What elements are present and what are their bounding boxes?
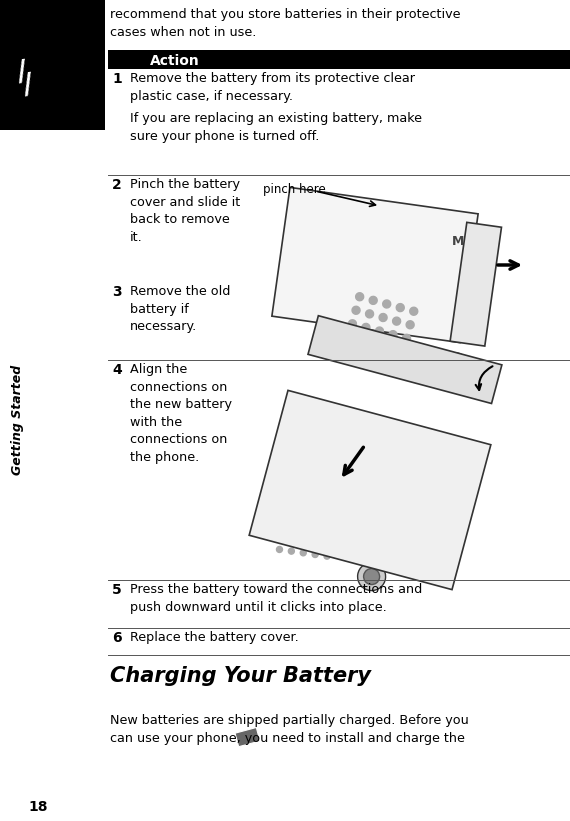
Circle shape [396,304,404,312]
Text: Pinch the battery
cover and slide it
back to remove
it.: Pinch the battery cover and slide it bac… [130,178,240,244]
Bar [272,187,478,342]
Circle shape [438,353,470,385]
Circle shape [245,706,249,709]
Text: /: / [15,57,30,87]
Circle shape [304,526,310,532]
Circle shape [249,718,251,720]
Circle shape [369,296,377,305]
Bar [450,222,502,346]
Circle shape [276,547,283,553]
Text: 6: 6 [112,631,121,645]
Circle shape [393,317,401,325]
Circle shape [231,716,234,718]
Circle shape [233,722,236,724]
Circle shape [325,541,332,548]
Circle shape [241,719,243,722]
Text: Replace the battery cover.: Replace the battery cover. [130,631,299,644]
Text: Remove the old
battery if
necessary.: Remove the old battery if necessary. [130,285,230,333]
Text: 1: 1 [112,72,122,86]
Circle shape [402,334,410,342]
Polygon shape [235,727,260,747]
Text: Charging Your Battery: Charging Your Battery [110,666,371,686]
Text: recommend that you store batteries in their protective
cases when not in use.: recommend that you store batteries in th… [110,8,461,39]
Bar [249,390,491,589]
Text: 18: 18 [28,800,47,814]
Circle shape [302,538,308,544]
Circle shape [300,550,306,556]
Circle shape [288,548,294,554]
Circle shape [327,530,333,535]
Text: 4: 4 [112,363,122,377]
Circle shape [312,552,318,557]
Text: New batteries are shipped partially charged. Before you
can use your phone, you : New batteries are shipped partially char… [110,714,469,745]
Text: Press the battery toward the connections and
push downward until it clicks into : Press the battery toward the connections… [130,583,422,613]
Text: M: M [451,236,464,249]
Bar [108,50,570,69]
Circle shape [278,534,284,540]
Circle shape [314,539,320,546]
Circle shape [292,525,298,530]
Circle shape [324,553,330,559]
Text: 5: 5 [112,583,122,597]
Circle shape [379,314,387,322]
Circle shape [410,307,418,315]
Circle shape [239,713,242,717]
Circle shape [238,708,241,711]
Circle shape [357,562,386,590]
Text: /: / [21,71,35,99]
Circle shape [356,293,364,300]
Circle shape [352,306,360,314]
Bar [0,0,105,130]
Circle shape [389,331,397,338]
Circle shape [362,323,370,332]
Circle shape [247,712,250,714]
Circle shape [406,321,414,328]
Circle shape [364,569,380,585]
Circle shape [348,320,356,328]
Circle shape [445,360,463,378]
Circle shape [315,528,321,534]
Bar [308,316,502,403]
Text: Remove the battery from its protective clear
plastic case, if necessary.: Remove the battery from its protective c… [130,72,415,103]
Text: If you are replacing an existing battery, make
sure your phone is turned off.: If you are replacing an existing battery… [130,112,422,143]
Text: Align the
connections on
the new battery
with the
connections on
the phone.: Align the connections on the new battery… [130,363,232,464]
Circle shape [230,710,233,713]
Text: 2: 2 [112,178,122,192]
Circle shape [290,536,296,542]
Circle shape [280,523,286,529]
Text: pinch here: pinch here [263,183,325,196]
Circle shape [382,300,390,308]
Circle shape [365,310,373,318]
Circle shape [376,327,384,335]
Text: Action: Action [150,53,199,67]
Text: 3: 3 [112,285,121,299]
Text: Getting Started: Getting Started [11,365,25,475]
